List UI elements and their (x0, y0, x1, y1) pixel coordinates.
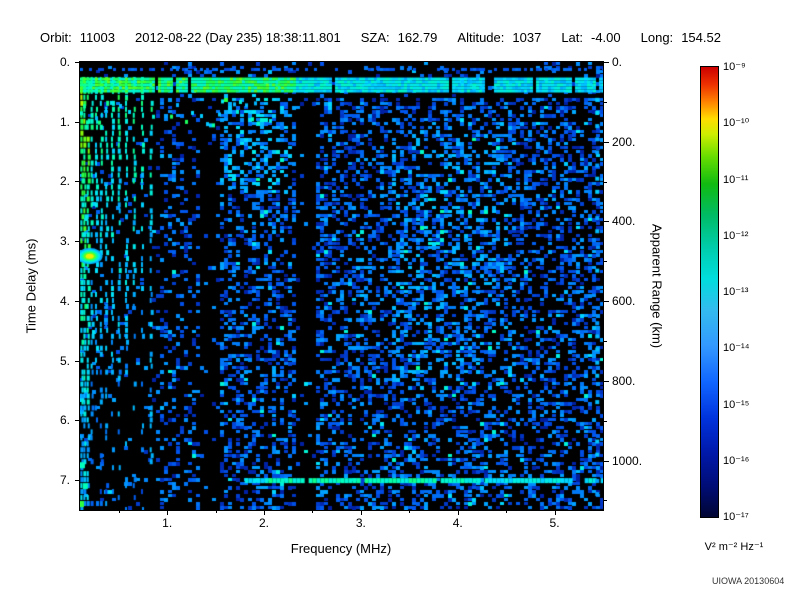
y-tick-label: 4. (59, 293, 70, 308)
y2-tick-label: 200. (612, 134, 636, 149)
header-field-altitude: Altitude: 1037 (457, 30, 541, 45)
header-field-orbit: Orbit: 11003 (40, 30, 115, 45)
sza-value: 162.79 (397, 30, 438, 45)
y-tick (75, 360, 80, 362)
header-field-long: Long: 154.52 (641, 30, 721, 45)
x-tick-label: 3. (355, 516, 366, 530)
colorbar-gradient (701, 67, 718, 517)
y2-tick-label: 400. (612, 214, 636, 229)
y2-axis-title: Apparent Range (km) (649, 223, 665, 349)
colorbar-tick-label: 10⁻⁹ (723, 61, 746, 73)
orbit-label: Orbit: (40, 30, 72, 45)
plot-frame (79, 61, 604, 511)
orbit-value: 11003 (79, 30, 115, 45)
datetime-value: 2012-08-22 (Day 235) 18:38:11.801 (134, 30, 341, 45)
y2-tick (604, 380, 609, 382)
header: Orbit: 11003 2012-08-22 (Day 235) 18:38:… (40, 30, 721, 45)
colorbar-tick-label: 10⁻¹¹ (723, 173, 749, 186)
y2-tick-label: 800. (612, 373, 636, 388)
colorbar-tick-label: 10⁻¹⁶ (723, 454, 750, 467)
x-tick (360, 510, 362, 515)
x-minor-tick (409, 510, 411, 513)
x-tick (264, 510, 266, 515)
x-minor-tick (215, 510, 217, 513)
header-field-datetime: 2012-08-22 (Day 235) 18:38:11.801 (135, 30, 341, 45)
y-tick (75, 241, 80, 243)
colorbar-tick-label: 10⁻¹⁴ (723, 342, 750, 355)
x-tick-label: 4. (452, 516, 463, 530)
x-tick-label: 2. (259, 516, 270, 530)
y-axis-title: Time Delay (ms) (23, 238, 39, 334)
x-tick (167, 510, 169, 515)
y2-tick (604, 62, 609, 63)
y2-minor-tick (604, 101, 607, 103)
x-axis-title: Frequency (MHz) (290, 541, 392, 556)
sza-label: SZA: (360, 30, 390, 45)
y-tick-label: 7. (59, 473, 70, 488)
x-minor-tick (506, 510, 508, 513)
watermark: UIOWA 20130604 (712, 576, 785, 586)
x-tick-label: 5. (549, 516, 560, 530)
x-tick-label: 1. (162, 516, 173, 530)
long-label: Long: (640, 30, 674, 45)
y2-minor-tick (604, 420, 607, 422)
colorbar-tick-label: 10⁻¹² (723, 229, 749, 242)
y2-tick (604, 141, 609, 143)
y2-tick (604, 301, 609, 303)
y-tick (75, 300, 80, 302)
y-tick-label: 1. (59, 114, 70, 129)
header-field-sza: SZA: 162.79 (361, 30, 438, 45)
y-tick (75, 480, 80, 482)
y-tick (75, 121, 80, 123)
y-tick-label: 0. (59, 55, 70, 69)
y2-minor-tick (604, 261, 607, 263)
header-field-lat: Lat: -4.00 (561, 30, 620, 45)
x-tick (554, 510, 556, 515)
colorbar-tick-label: 10⁻¹³ (723, 286, 749, 298)
x-tick (457, 510, 459, 515)
y2-tick-label: 600. (612, 294, 636, 309)
y-tick-label: 6. (59, 413, 70, 428)
y2-tick (604, 221, 609, 223)
y2-tick-label: 0. (612, 55, 623, 69)
y-tick-label: 3. (59, 234, 70, 249)
colorbar-tick-label: 10⁻¹⁰ (723, 117, 750, 130)
y-tick (75, 62, 80, 63)
y2-tick-label: 1000. (612, 453, 643, 468)
long-value: 154.52 (681, 30, 721, 45)
y-tick (75, 420, 80, 422)
x-minor-tick (118, 510, 120, 513)
altitude-label: Altitude: (457, 30, 505, 45)
colorbar-units: V² m⁻² Hz⁻¹ (704, 541, 764, 553)
y-tick-label: 2. (59, 174, 70, 189)
y2-minor-tick (604, 341, 607, 342)
y-tick-label: 5. (59, 353, 70, 368)
y2-minor-tick (604, 500, 607, 502)
lat-value: -4.00 (591, 30, 621, 45)
y-tick (75, 181, 80, 183)
colorbar-tick-label: 10⁻¹⁵ (723, 398, 750, 411)
lat-label: Lat: (561, 30, 583, 45)
colorbar (700, 66, 719, 518)
y2-minor-tick (604, 181, 607, 183)
spectrogram-canvas (80, 62, 603, 510)
x-minor-tick (312, 510, 314, 513)
altitude-value: 1037 (512, 30, 542, 45)
y2-tick (604, 460, 609, 462)
colorbar-tick-label: 10⁻¹⁷ (723, 511, 749, 523)
